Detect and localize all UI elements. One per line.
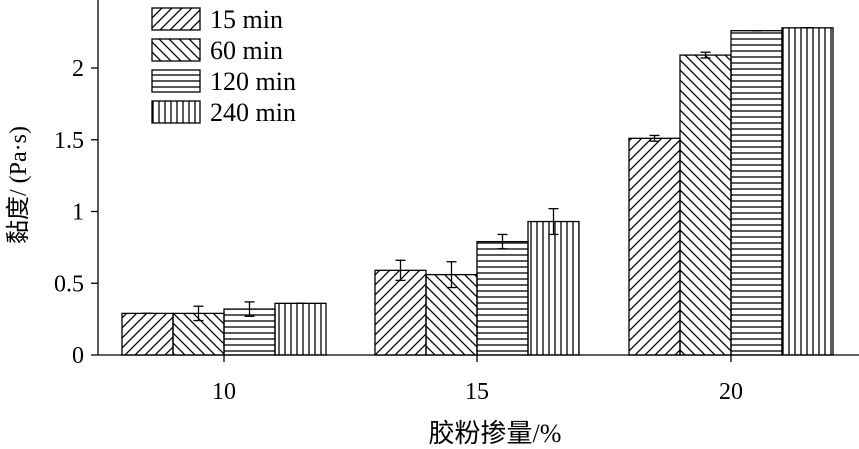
y-tick-label: 0.5 — [54, 271, 84, 297]
x-axis-label: 胶粉掺量/% — [429, 419, 562, 448]
legend-swatch — [151, 38, 201, 62]
legend-item: 120 min — [151, 67, 296, 96]
x-ticks-group: 10 15 20 — [212, 355, 743, 405]
bar-240-min-20 — [781, 27, 834, 356]
legend-label: 60 min — [210, 36, 283, 65]
error-bars-group — [142, 27, 813, 322]
y-tick-label: 2 — [72, 56, 84, 82]
error-bar — [497, 233, 508, 250]
y-tick-label: 1.5 — [54, 128, 84, 154]
legend-swatch — [151, 7, 201, 31]
error-bar — [548, 207, 559, 236]
x-tick-label: 15 — [465, 379, 489, 405]
bar-120-min-15 — [476, 240, 529, 356]
y-axis-label: 黏度/ (Pa·s) — [5, 126, 32, 244]
error-bar — [700, 51, 711, 59]
error-bar — [244, 301, 255, 317]
bar-120-min-20 — [730, 30, 783, 356]
bar-15-min-20 — [628, 137, 681, 356]
x-tick-label: 20 — [719, 379, 743, 405]
legend-label: 15 min — [210, 5, 283, 34]
legend-label: 240 min — [210, 98, 296, 127]
legend-item: 240 min — [151, 98, 296, 127]
legend-label: 120 min — [210, 67, 296, 96]
legend-swatch — [151, 69, 201, 93]
legend-swatch — [151, 100, 201, 124]
bar-240-min-10 — [274, 302, 327, 356]
y-ticks-group: 0 0.5 1 1.5 2 — [54, 56, 98, 369]
bar-240-min-15 — [527, 220, 580, 356]
x-tick-label: 10 — [212, 379, 236, 405]
y-tick-label: 0 — [72, 343, 84, 369]
bar-60-min-20 — [679, 54, 732, 356]
legend-item: 60 min — [151, 36, 283, 65]
legend-item: 15 min — [151, 5, 283, 34]
error-bar — [649, 134, 660, 142]
error-bar — [446, 261, 457, 289]
bar-15-min-10 — [121, 312, 174, 356]
bar-15-min-15 — [374, 269, 427, 356]
y-tick-label: 1 — [72, 200, 84, 226]
error-bar — [193, 305, 204, 322]
error-bar — [395, 259, 406, 282]
